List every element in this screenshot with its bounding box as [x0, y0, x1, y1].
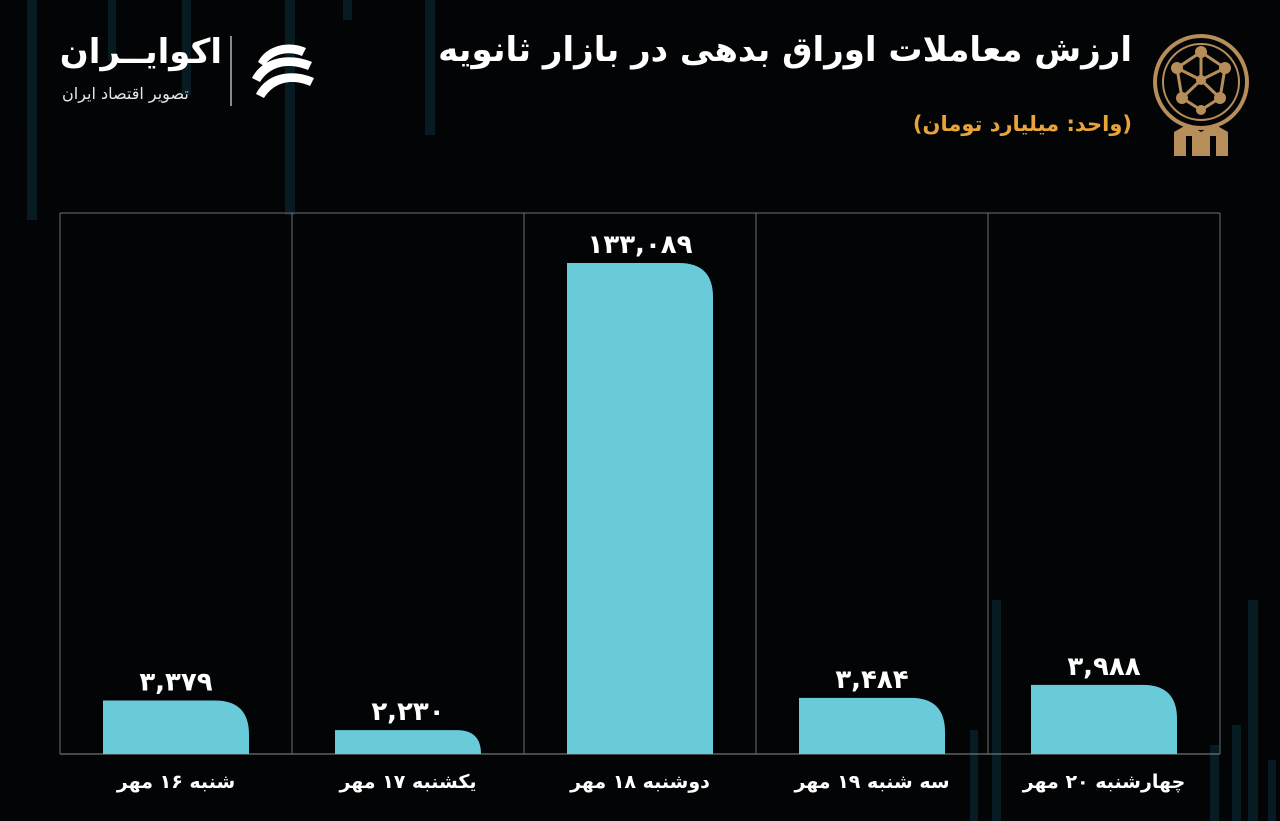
- bar: [1031, 684, 1177, 754]
- bar-value-label: ۳,۳۷۹: [139, 668, 212, 698]
- chart-bars: [103, 263, 1177, 754]
- ecoiran-logo-icon: [252, 44, 314, 98]
- unit-subtitle: (واحد: میلیارد تومان): [912, 112, 1132, 136]
- bar-value-label: ۳,۹۸۸: [1067, 652, 1140, 682]
- brand-tagline: تصویر اقتصاد ایران: [62, 84, 189, 103]
- x-tick-label: یکشنبه ۱۷ مهر: [338, 771, 476, 793]
- chart-title: ارزش معاملات اوراق بدهی در بازار ثانویه: [438, 30, 1132, 70]
- x-tick-label: چهارشنبه ۲۰ مهر: [1022, 771, 1186, 793]
- stock-exchange-emblem-icon: [1153, 34, 1249, 156]
- bar: [799, 697, 945, 754]
- x-tick-label: دوشنبه ۱۸ مهر: [569, 771, 710, 793]
- brand-divider: [230, 36, 232, 106]
- brand-name: اکوایــران: [59, 32, 222, 72]
- bar: [567, 263, 713, 754]
- bar-value-label: ۳,۴۸۴: [835, 665, 908, 695]
- bar-value-label: ۱۳۳,۰۸۹: [587, 230, 692, 260]
- ecoiran-brand: اکوایــران تصویر اقتصاد ایران: [59, 32, 322, 112]
- bar: [103, 700, 249, 754]
- chart-labels: ۳,۳۷۹ شنبه ۱۶ مهر ۲,۲۳۰ یکشنبه ۱۷ مهر ۱۳۳,۰۸…: [116, 230, 1185, 793]
- x-tick-label: سه شنبه ۱۹ مهر: [793, 771, 949, 793]
- bar-value-label: ۲,۲۳۰: [371, 697, 444, 727]
- x-tick-label: شنبه ۱۶ مهر: [116, 771, 235, 793]
- bar: [335, 730, 481, 754]
